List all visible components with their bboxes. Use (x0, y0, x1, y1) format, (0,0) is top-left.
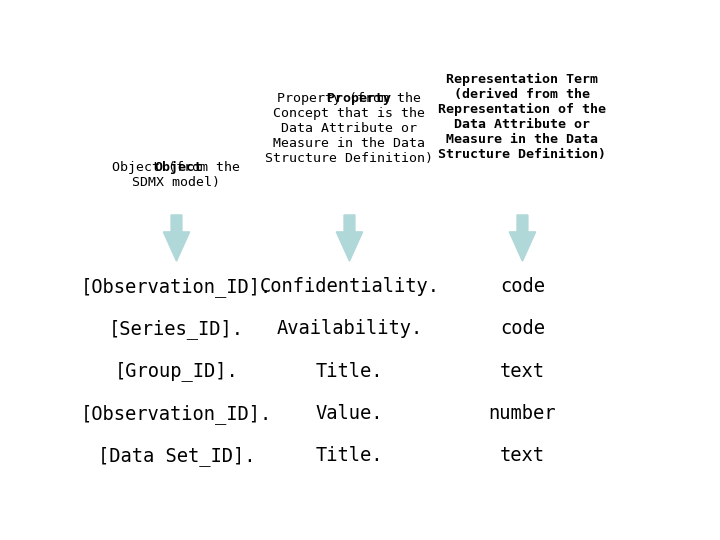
Text: [Data Set_ID].: [Data Set_ID]. (98, 446, 256, 466)
Text: Object: Object (154, 161, 202, 174)
Text: text: text (500, 362, 545, 381)
Text: number: number (489, 404, 557, 423)
Text: [Series_ID].: [Series_ID]. (109, 319, 244, 339)
Text: Title.: Title. (316, 447, 383, 465)
Text: Property: Property (328, 92, 392, 105)
Text: Confidentiality.: Confidentiality. (259, 277, 439, 296)
Text: Title.: Title. (316, 362, 383, 381)
Text: [Observation_ID].: [Observation_ID]. (81, 276, 272, 296)
Text: Availability.: Availability. (276, 320, 423, 339)
Text: [Observation_ID].: [Observation_ID]. (81, 403, 272, 423)
Text: Object (from the
SDMX model): Object (from the SDMX model) (112, 161, 240, 189)
Text: Representation Term
(derived from the
Representation of the
Data Attribute or
Me: Representation Term (derived from the Re… (438, 72, 606, 161)
Text: code: code (500, 277, 545, 296)
Text: Property (from the
Concept that is the
Data Attribute or
Measure in the Data
Str: Property (from the Concept that is the D… (266, 92, 433, 165)
Text: code: code (500, 320, 545, 339)
FancyArrow shape (336, 215, 363, 261)
Text: [Group_ID].: [Group_ID]. (114, 361, 238, 381)
Text: text: text (500, 447, 545, 465)
FancyArrow shape (509, 215, 536, 261)
FancyArrow shape (163, 215, 189, 261)
Text: Value.: Value. (316, 404, 383, 423)
